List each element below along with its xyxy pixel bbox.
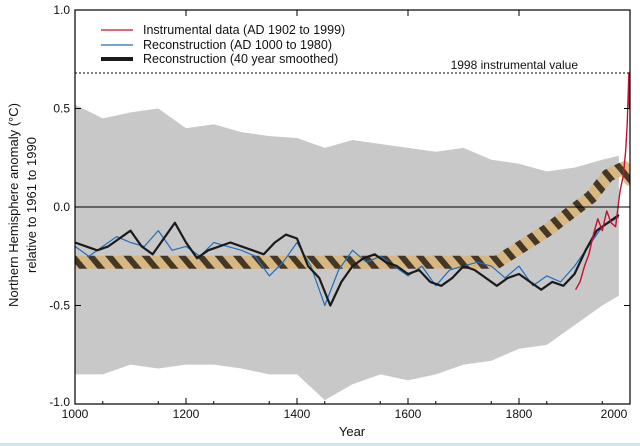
legend-label-smoothed: Reconstruction (40 year smoothed): [143, 52, 338, 66]
y-tick-label: 1.0: [53, 3, 70, 17]
y-tick-label: 0.0: [53, 200, 70, 214]
data-layer-bands: [75, 104, 630, 401]
x-tick-label: 1600: [395, 407, 422, 421]
y-axis-title-line-1: Northern Hemisphere anomaly (°C): [6, 103, 21, 307]
axes-layer: 1000 1200 1400 1600 1800 2000 -1.0 -0.5 0.0 0.5 1.…: [49, 3, 631, 421]
x-tick-label: 1200: [173, 407, 200, 421]
y-axis-title: Northern Hemisphere anomaly (°C) relativ…: [6, 103, 39, 307]
uncertainty-band: [75, 104, 619, 401]
series-line-reconstruction: [75, 216, 620, 307]
window-bottom-edge: [0, 443, 640, 446]
x-tick-label: 1400: [284, 407, 311, 421]
series-line-smoothed: [75, 214, 620, 307]
legend-label-reconstruction: Reconstruction (AD 1000 to 1980): [143, 38, 332, 52]
data-layer-lines: [75, 72, 630, 307]
series-line-instrumental: [574, 72, 630, 291]
y-tick-label: -0.5: [49, 299, 70, 313]
x-tick-label: 1000: [62, 407, 89, 421]
annotation-label: 1998 instrumental value: [451, 58, 579, 72]
x-tick-label: 1800: [506, 407, 533, 421]
legend-label-instrumental: Instrumental data (AD 1902 to 1999): [143, 23, 345, 37]
x-tick-label: 2000: [601, 407, 628, 421]
y-axis-title-line-2: relative to 1961 to 1990: [24, 137, 39, 273]
legend: Instrumental data (AD 1902 to 1999) Reco…: [101, 23, 345, 66]
x-axis-title: Year: [339, 424, 366, 439]
y-tick-label: 0.5: [53, 102, 70, 116]
y-tick-label: -1.0: [49, 395, 70, 409]
